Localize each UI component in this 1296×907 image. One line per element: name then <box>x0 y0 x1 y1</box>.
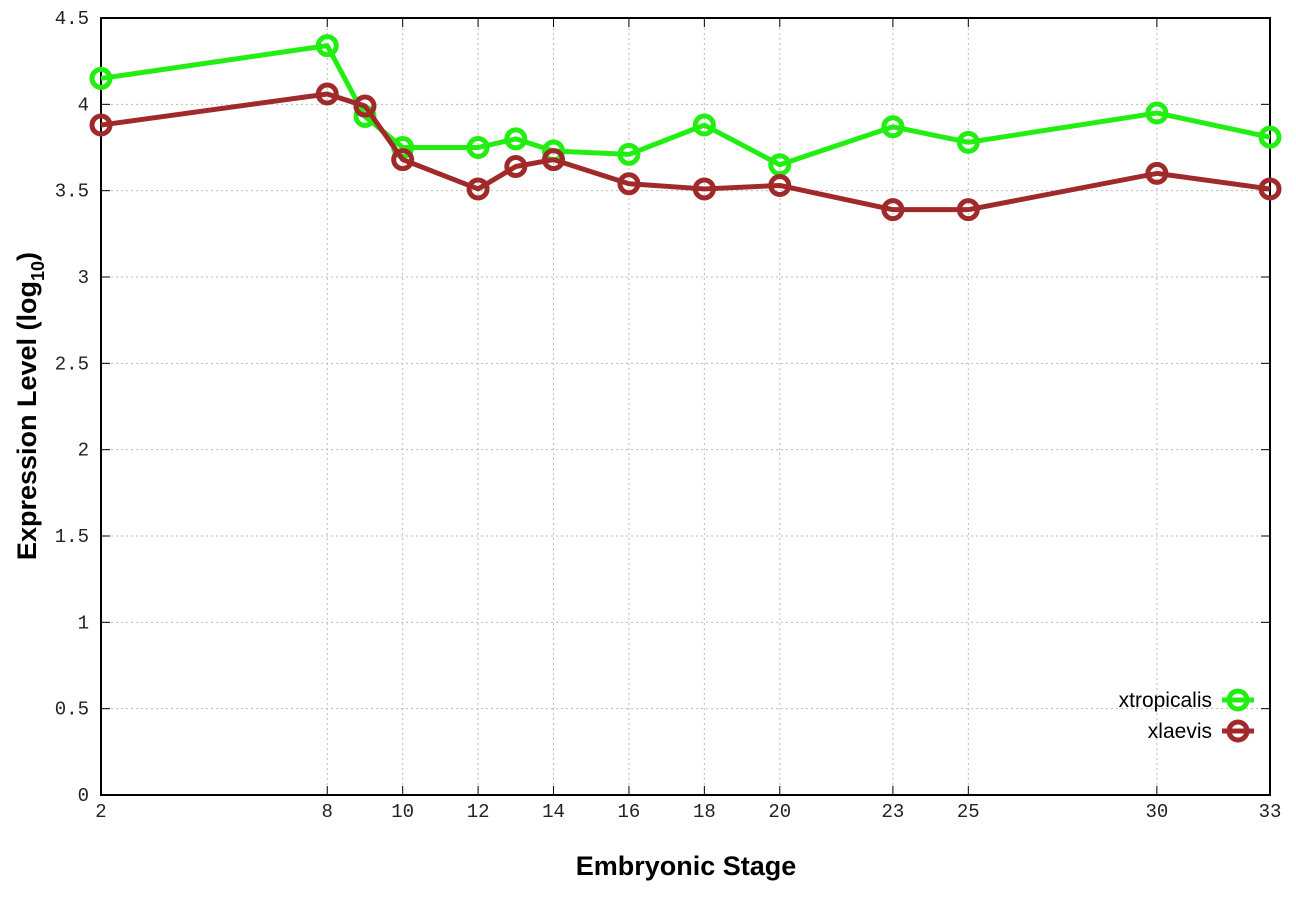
data-point <box>542 148 566 172</box>
series-xlaevis <box>89 82 1282 222</box>
y-tick-label: 2 <box>78 440 89 462</box>
x-tick-label: 12 <box>467 801 490 823</box>
data-point <box>504 127 528 151</box>
data-point <box>466 177 490 201</box>
y-tick-label: 0.5 <box>55 699 89 721</box>
data-point <box>1258 125 1282 149</box>
y-axis-label-close: ) <box>12 252 42 261</box>
y-tick-label: 3 <box>78 267 89 289</box>
data-point <box>1145 161 1169 185</box>
legend: xtropicalis xlaevis <box>1119 688 1254 743</box>
y-tick-label: 3.5 <box>55 181 89 203</box>
y-tick-label: 1.5 <box>55 526 89 548</box>
data-point <box>466 136 490 159</box>
data-point <box>617 172 641 196</box>
data-point <box>692 113 716 137</box>
data-point <box>315 34 339 58</box>
x-tick-label: 33 <box>1259 801 1282 823</box>
axis-ticks: 2 8 10 12 14 16 18 20 23 25 30 33 0 0.5 1 1.5 2 2.5 3 3.5 4 4… <box>55 8 1282 823</box>
data-point <box>353 94 377 118</box>
x-tick-label: 25 <box>957 801 980 823</box>
x-axis-label: Embryonic Stage <box>576 851 797 881</box>
data-point <box>956 198 980 222</box>
data-point <box>768 153 792 177</box>
data-point <box>692 177 716 201</box>
y-tick-label: 0 <box>78 785 89 807</box>
data-point <box>956 130 980 154</box>
x-tick-label: 10 <box>391 801 414 823</box>
x-tick-label: 14 <box>542 801 565 823</box>
data-point <box>315 82 339 106</box>
data-point <box>881 115 905 139</box>
legend-marker <box>1226 719 1250 743</box>
data-point <box>768 173 792 197</box>
data-point <box>881 198 905 222</box>
y-tick-label: 4.5 <box>55 8 89 30</box>
y-axis-label-sub: 10 <box>28 261 48 281</box>
x-tick-label: 18 <box>693 801 716 823</box>
x-tick-label: 2 <box>95 801 106 823</box>
y-axis-label-main: Expression Level (log <box>12 281 42 560</box>
series-line <box>100 91 1271 213</box>
legend-marker <box>1226 688 1250 712</box>
data-point <box>89 113 113 137</box>
series-line <box>100 43 1271 168</box>
x-tick-label: 23 <box>881 801 904 823</box>
y-tick-label: 1 <box>78 612 89 634</box>
x-tick-label: 8 <box>322 801 333 823</box>
data-point <box>391 148 415 172</box>
x-tick-label: 20 <box>768 801 791 823</box>
data-point <box>617 142 641 166</box>
data-point <box>1145 101 1169 125</box>
y-tick-label: 4 <box>78 94 89 116</box>
x-tick-label: 30 <box>1145 801 1168 823</box>
legend-label: xlaevis <box>1148 720 1212 743</box>
x-tick-label: 16 <box>618 801 641 823</box>
data-point <box>1258 177 1282 201</box>
legend-label: xtropicalis <box>1119 689 1212 712</box>
series-xtropicalis <box>89 34 1282 177</box>
y-tick-label: 2.5 <box>55 353 89 375</box>
series-group <box>89 34 1282 222</box>
data-point <box>504 154 528 178</box>
y-axis-label: Expression Level (log10) <box>12 252 48 560</box>
plot-frame <box>100 17 1271 796</box>
data-point <box>89 66 113 90</box>
